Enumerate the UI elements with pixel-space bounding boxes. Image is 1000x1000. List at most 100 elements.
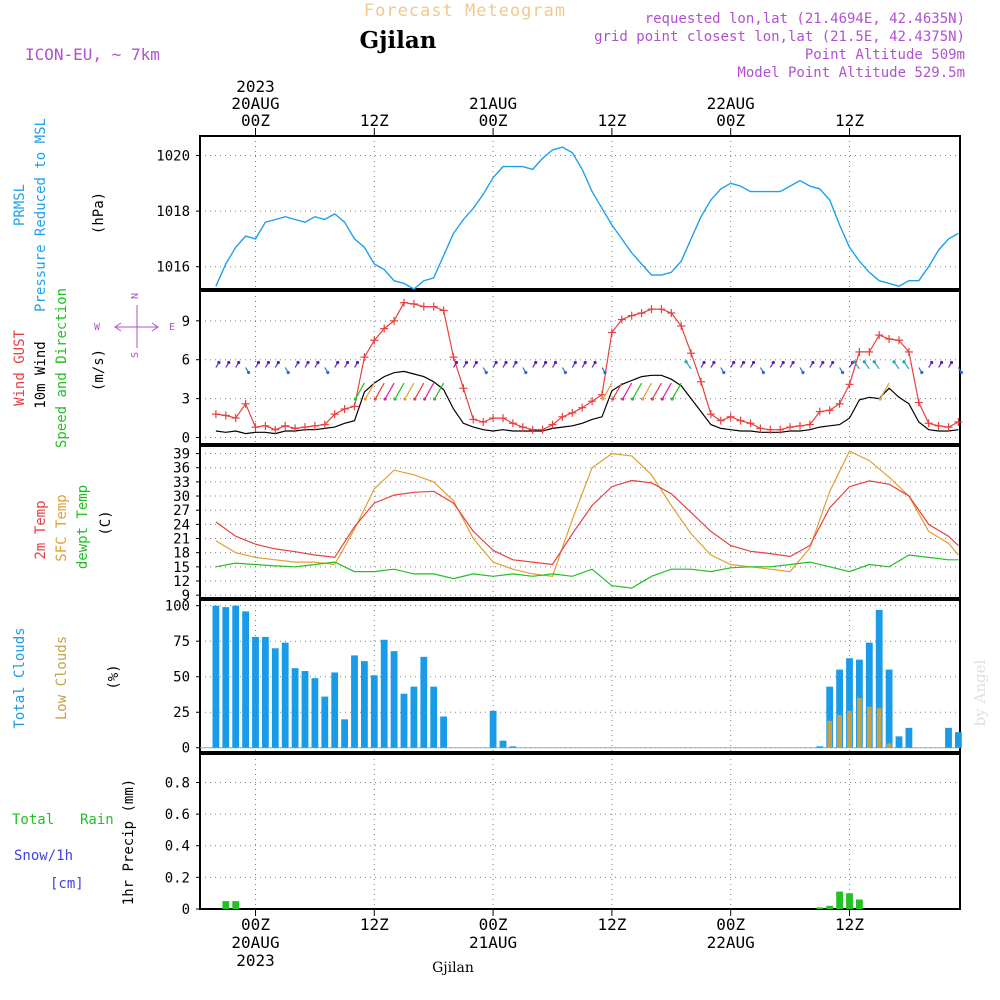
cloud-bars (200, 605, 962, 749)
bottom-axis-label: 22AUG (707, 933, 755, 952)
bottom-axis-label: 00Z (479, 915, 508, 934)
wind-tick-label: 0 (182, 431, 190, 447)
top-axis-label: 21AUG (469, 94, 517, 113)
clouds-tick-label: 0 (182, 741, 190, 757)
total-cloud-bar (291, 668, 299, 748)
wind-arrow (612, 382, 623, 400)
product-title: Forecast Meteogram (364, 1, 566, 21)
wind-arrow-head (902, 360, 906, 364)
bottom-axis-label: 00Z (716, 915, 745, 934)
wind-arrow-head (363, 397, 367, 401)
temp-tick-label: 30 (173, 489, 190, 505)
clouds-tick-label: 100 (165, 599, 190, 615)
top-axis-label: 00Z (241, 111, 270, 130)
wind-arrow (622, 382, 633, 400)
total-cloud-bar (865, 642, 873, 748)
total-clouds-label: Total Clouds (12, 627, 28, 728)
wind-arrow-head (217, 360, 221, 365)
total-cloud-bar (242, 611, 249, 748)
compass-rose: N S W E (94, 293, 175, 358)
wind-arrow-head (383, 397, 387, 401)
wind-arrow-head (474, 360, 478, 365)
total-cloud-bar (232, 605, 240, 748)
wind-arrow-head (712, 360, 716, 365)
total-cloud-bar (440, 716, 447, 748)
sfctemp-label: SFC Temp (54, 494, 70, 561)
wind-gust-label: Wind GUST (12, 330, 28, 406)
wind-arrow-head (878, 397, 882, 401)
total-cloud-bar (212, 605, 220, 748)
wind-tick-label: 3 (182, 392, 190, 408)
wind-arrow (404, 382, 415, 400)
precip-tick-label: 0.4 (165, 839, 190, 855)
wind-10m-label: 10m Wind (33, 341, 49, 408)
wind-arrow-head (286, 370, 290, 375)
total-cloud-bar (905, 727, 913, 748)
wind-arrow-head (930, 360, 934, 365)
total-cloud-bar (499, 740, 507, 748)
wind-direction-arrows (215, 360, 964, 401)
total-cloud-bar (875, 609, 883, 748)
wind-speed-line (215, 370, 959, 435)
bottom-axis-label: 20AUG (231, 933, 279, 952)
pressure-tick-label: 1016 (156, 260, 190, 276)
sfc-temp-line (215, 450, 959, 577)
low-cloud-bar (827, 720, 833, 748)
total-cloud-bar (945, 727, 952, 748)
compass-w: W (94, 322, 101, 333)
precip-tick-label: 0.2 (165, 870, 190, 886)
total-cloud-bar (390, 651, 398, 748)
total-cloud-bar (895, 736, 903, 748)
top-axis-label: 00Z (479, 111, 508, 130)
wind-arrow-head (514, 360, 518, 365)
top-axis-label: 2023 (236, 77, 275, 96)
wind-arrow (661, 382, 672, 400)
wind-arrow-head (403, 397, 407, 401)
low-cloud-bar (857, 698, 862, 748)
wind-arrow (434, 382, 445, 400)
total-cloud-bar (400, 693, 408, 748)
requested-coords: requested lon,lat (21.4694E, 42.4635N) (645, 11, 965, 27)
pressure-tick-label: 1020 (156, 148, 190, 164)
wind-arrow (671, 382, 682, 400)
wind-arrow-head (959, 370, 964, 375)
bottom-axis-label: 21AUG (469, 933, 517, 952)
precip-snow-label: Snow/1h (14, 848, 73, 864)
wind-arrow-head (504, 360, 508, 365)
wind-arrow (879, 382, 890, 400)
low-cloud-bar (866, 706, 872, 748)
wind-arrow-head (553, 360, 558, 365)
temp-tick-label: 36 (173, 461, 190, 477)
wind-arrow-head (601, 397, 605, 401)
total-cloud-bar (885, 669, 893, 748)
wind-arrow-head (393, 397, 397, 401)
precip-bar (856, 899, 863, 909)
precip-bar (836, 891, 843, 909)
precip-frame (199, 753, 961, 910)
precip-snow-unit: [cm] (50, 876, 84, 892)
low-cloud-bar (847, 710, 852, 748)
wind-arrow-head (781, 360, 785, 365)
bottom-axis-label: 00Z (241, 915, 270, 934)
wind-arrow-head (413, 397, 417, 401)
wind-arrow (364, 382, 375, 400)
low-clouds-label: Low Clouds (54, 636, 70, 720)
wind-arrow-head (433, 397, 437, 401)
clouds-tick-label: 25 (173, 705, 190, 721)
temp-tick-label: 9 (182, 588, 190, 604)
total-cloud-bar (410, 686, 418, 748)
wind-arrow-head (346, 360, 350, 365)
wind-arrow-head (276, 360, 280, 365)
wind-arrow-head (702, 360, 706, 365)
wind-arrow (424, 382, 435, 400)
wind-arrow-head (821, 360, 825, 365)
wind-arrow-head (256, 360, 261, 365)
top-axis-label: 12Z (835, 111, 864, 130)
model-altitude: Model Point Altitude 529.5m (737, 65, 965, 81)
total-cloud-bar (380, 639, 388, 748)
temp-tick-label: 33 (173, 475, 190, 491)
top-axis-label: 12Z (597, 111, 626, 130)
precip-bar (826, 905, 834, 909)
wind-arrow-head (621, 397, 625, 401)
